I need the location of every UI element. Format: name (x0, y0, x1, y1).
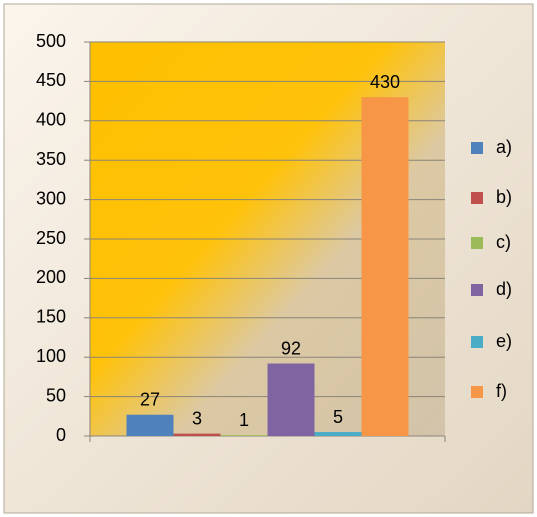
bar (314, 432, 362, 436)
legend-label: f) (496, 381, 507, 401)
y-tick-label: 450 (36, 70, 66, 90)
y-tick-label: 100 (36, 346, 66, 366)
y-tick-label: 250 (36, 228, 66, 248)
data-label: 92 (281, 338, 301, 358)
legend-label: e) (496, 331, 512, 351)
data-label: 1 (239, 410, 249, 430)
bar (267, 363, 315, 436)
bar (173, 433, 221, 436)
legend-marker (471, 284, 483, 296)
data-label: 3 (192, 408, 202, 428)
data-label: 5 (333, 407, 343, 427)
y-tick-label: 300 (36, 188, 66, 208)
legend-marker (471, 336, 483, 348)
bar (361, 97, 409, 436)
legend-marker (471, 192, 483, 204)
y-tick-label: 200 (36, 267, 66, 287)
legend-label: a) (496, 137, 512, 157)
data-label: 27 (140, 389, 160, 409)
legend-marker (471, 237, 483, 249)
bar (126, 414, 174, 436)
legend-label: b) (496, 187, 512, 207)
bar (220, 435, 268, 436)
legend-label: d) (496, 279, 512, 299)
y-tick-label: 0 (56, 425, 66, 445)
legend-marker (471, 142, 483, 154)
y-tick-label: 400 (36, 110, 66, 130)
y-tick-label: 150 (36, 307, 66, 327)
y-tick-label: 500 (36, 31, 66, 51)
legend-label: c) (496, 232, 511, 252)
y-tick-label: 50 (46, 385, 66, 405)
y-tick-label: 350 (36, 149, 66, 169)
legend-marker (471, 386, 483, 398)
data-label: 430 (370, 72, 400, 92)
